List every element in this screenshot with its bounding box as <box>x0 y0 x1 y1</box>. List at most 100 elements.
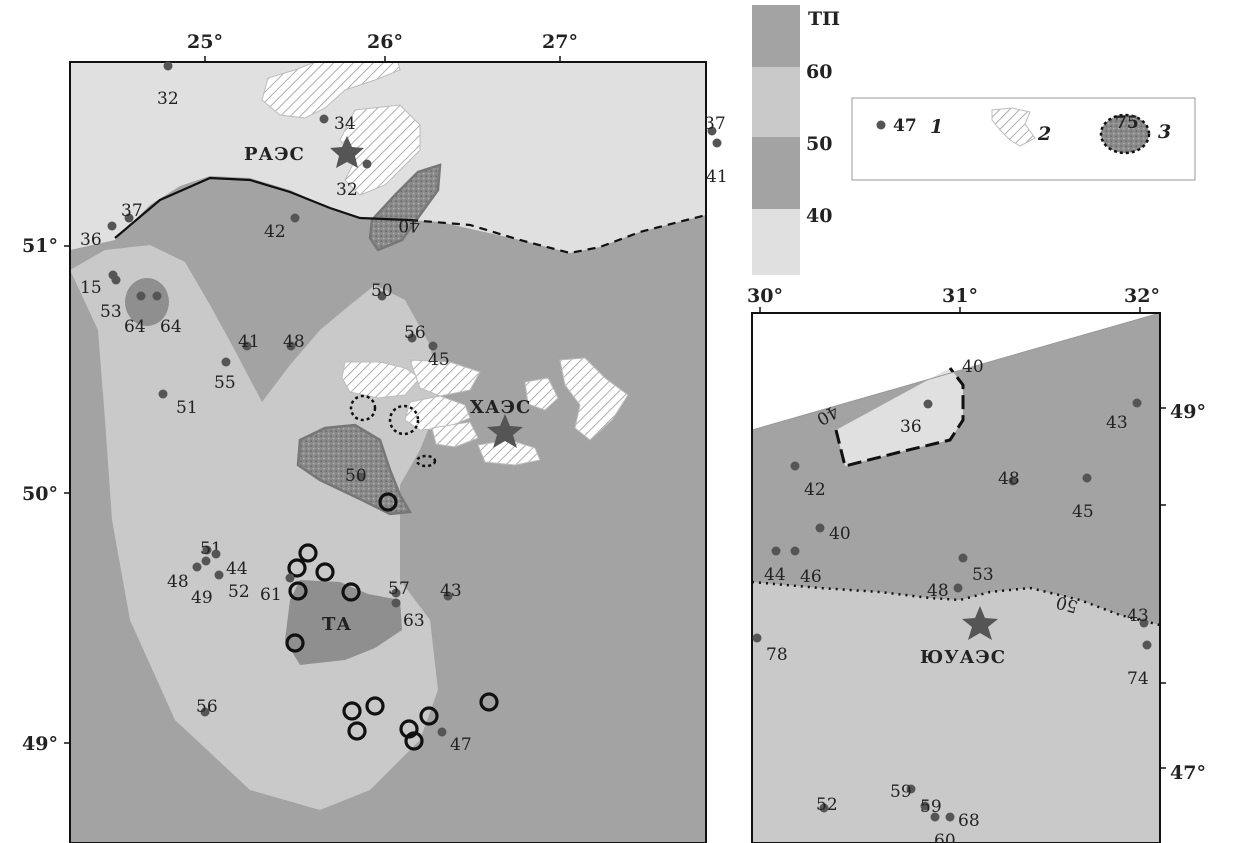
lon-label: 30° <box>747 285 783 307</box>
sample-value: 41 <box>706 167 728 187</box>
sample-point <box>707 126 717 136</box>
sample-point <box>407 333 417 343</box>
zone-64 <box>125 278 169 326</box>
sample-point <box>815 523 825 533</box>
sample-point <box>362 159 372 169</box>
lon-label: 27° <box>542 31 578 53</box>
stippled-zone <box>296 423 413 516</box>
sample-value: 47 <box>450 735 472 755</box>
sample-point <box>377 291 387 301</box>
hatched-area <box>341 361 421 399</box>
station-raes: РАЭС <box>244 136 364 168</box>
sample-point <box>211 549 221 559</box>
scale-tick: 40 <box>806 205 832 227</box>
sample-value: 63 <box>403 611 425 631</box>
sample-value: 42 <box>804 480 826 500</box>
sample-point <box>1142 640 1152 650</box>
sample-value: 50 <box>371 281 393 301</box>
right-map: 30° 31° 32° 49° 47° 40 40 50 ЮУАЭС 36 434… <box>747 285 1206 843</box>
sample-value: 78 <box>766 645 788 665</box>
lon-label: 32° <box>1124 285 1160 307</box>
sample-point <box>923 399 933 409</box>
lon-label: 26° <box>367 31 403 53</box>
star-icon <box>487 414 523 448</box>
isoline-label: 40 <box>962 357 984 377</box>
station-label: РАЭС <box>244 144 305 165</box>
legend: 47 1 2 75 3 <box>851 97 1196 181</box>
sample-point <box>930 812 940 822</box>
open-circles <box>285 492 499 751</box>
right-ticks <box>759 307 1166 769</box>
left-ticks <box>64 56 561 744</box>
sample-value: 32 <box>157 89 179 109</box>
sample-point <box>712 138 722 148</box>
lon-label: 25° <box>187 31 223 53</box>
sample-point <box>111 275 121 285</box>
hatched-area <box>559 357 629 441</box>
lon-label: 31° <box>942 285 978 307</box>
sample-value: 37 <box>704 114 726 134</box>
lat-label: 50° <box>22 483 58 505</box>
station-yuaes: ЮУАЭС <box>920 606 1006 668</box>
sample-value: 57 <box>388 579 410 599</box>
sample-value: 43 <box>1127 606 1149 626</box>
hatched-area-icon <box>991 107 1036 147</box>
sample-value: 37 <box>121 201 143 221</box>
sample-point <box>906 784 916 794</box>
sample-point <box>945 812 955 822</box>
sample-point <box>286 341 296 351</box>
sample-value: 43 <box>1106 413 1128 433</box>
sample-value: 59 <box>920 797 942 817</box>
dotted-circle <box>349 394 377 422</box>
sample-point <box>136 291 146 301</box>
isoline-50-dotted <box>752 580 1160 627</box>
sample-point <box>163 61 173 71</box>
sample-point <box>202 545 212 555</box>
open-circle <box>404 731 424 751</box>
sample-value: 49 <box>191 588 213 608</box>
sample-value: 44 <box>226 559 248 579</box>
sample-point <box>391 598 401 608</box>
sample-value: 64 <box>124 317 146 337</box>
open-circle <box>378 492 398 512</box>
sample-point <box>790 546 800 556</box>
station-label: ЮУАЭС <box>920 647 1006 668</box>
sample-value: 64 <box>160 317 182 337</box>
isoline-40-dashed <box>834 367 965 468</box>
sample-value: 56 <box>196 697 218 717</box>
legend-item2-number: 2 <box>1037 123 1051 145</box>
sample-point <box>437 727 447 737</box>
sample-value: 46 <box>800 567 822 587</box>
sample-value: 36 <box>80 230 102 250</box>
boundary-line <box>752 313 1160 431</box>
isoline-40-solid <box>114 176 411 239</box>
sample-point <box>242 341 252 351</box>
sample-point <box>1132 398 1142 408</box>
sample-point <box>200 707 210 717</box>
dotted-circle <box>388 404 420 436</box>
lat-label: 51° <box>22 235 58 257</box>
sample-value: 36 <box>900 417 922 437</box>
open-circle <box>479 692 499 712</box>
sample-point <box>790 461 800 471</box>
scale-tick: 50 <box>806 133 832 155</box>
legend-item3-value: 75 <box>1115 113 1139 133</box>
open-circle <box>342 701 362 721</box>
legend-item1-value: 47 <box>893 116 917 136</box>
sample-point <box>428 341 438 351</box>
scale-title: ТП <box>808 8 840 30</box>
sample-value: 60 <box>934 831 956 843</box>
sample-value: 68 <box>958 811 980 831</box>
legend-item1-number: 1 <box>930 116 943 138</box>
lat-label: 49° <box>1170 401 1206 423</box>
sample-point <box>319 114 329 124</box>
sample-value: 61 <box>260 585 282 605</box>
sample-point <box>1008 476 1018 486</box>
isoline-label: 40 <box>398 215 420 235</box>
stippled-zone-icon <box>1099 113 1151 155</box>
left-map: 25° 26° 27° 51° 50° 49° 40 РАЭС ХАЭС ТА … <box>22 31 728 843</box>
sample-value: 53 <box>100 302 122 322</box>
hatched-area <box>409 359 481 397</box>
